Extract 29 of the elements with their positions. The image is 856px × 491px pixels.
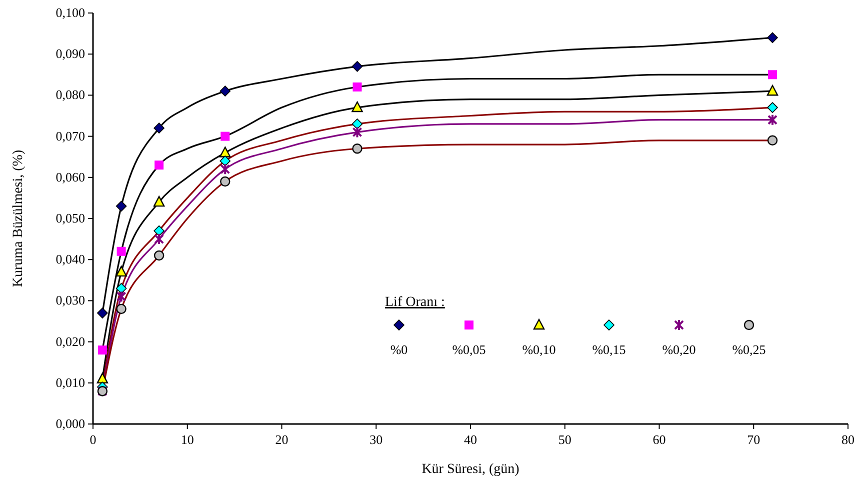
- x-axis-title: Kür Süresi, (gün): [422, 462, 520, 477]
- x-tick-label: 30: [370, 432, 383, 447]
- y-tick-label: 0,040: [56, 252, 85, 267]
- legend-label: %0,10: [522, 342, 556, 357]
- x-tick-label: 50: [558, 432, 572, 447]
- legend-label: %0,05: [452, 342, 486, 357]
- y-tick-label: 0,030: [56, 292, 85, 308]
- x-tick-label: 20: [275, 432, 288, 447]
- y-tick-label: 0,010: [56, 374, 85, 390]
- y-tick-label: 0,080: [56, 87, 85, 102]
- legend-label: %0,20: [662, 342, 696, 357]
- y-tick-label: 0,000: [56, 416, 85, 431]
- y-tick-label: 0,020: [56, 334, 85, 349]
- y-tick-label: 0,060: [56, 169, 85, 184]
- legend-label: %0,15: [592, 342, 626, 357]
- legend-title: Lif Oranı :: [385, 295, 445, 310]
- x-tick-label: 10: [180, 432, 194, 447]
- x-tick-label: 0: [90, 432, 96, 447]
- y-axis-title: Kuruma Büzülmesi, (%): [11, 150, 26, 288]
- x-tick-label: 70: [747, 432, 760, 447]
- y-tick-label: 0,100: [56, 5, 85, 20]
- y-tick-label: 0,070: [56, 128, 85, 144]
- legend-label: %0: [390, 342, 408, 357]
- legend-label: %0,25: [732, 342, 766, 357]
- y-tick-label: 0,050: [56, 210, 85, 226]
- x-tick-label: 40: [464, 432, 477, 447]
- x-tick-label: 80: [842, 432, 854, 447]
- y-tick-label: 0,090: [56, 46, 85, 62]
- x-tick-label: 60: [652, 432, 666, 447]
